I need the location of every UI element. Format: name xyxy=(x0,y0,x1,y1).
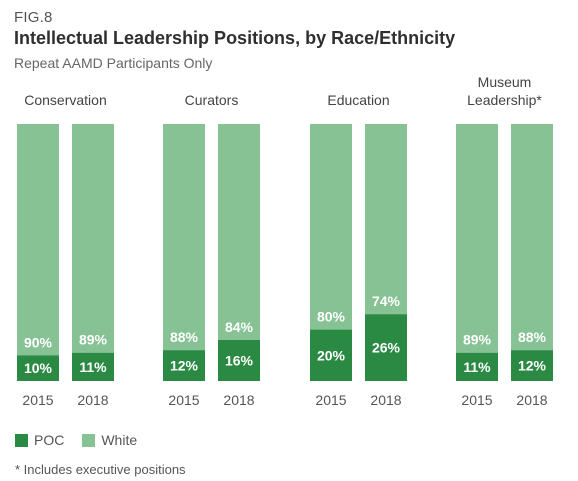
bar-poc-curators-2015 xyxy=(163,350,205,381)
bar-white-museum-leadership-2015 xyxy=(456,124,498,353)
data-label-poc-museum-leadership-2015: 11% xyxy=(463,359,491,375)
data-label-poc-museum-leadership-2018: 12% xyxy=(518,358,547,374)
tick-label-museum-leadership-2015: 2015 xyxy=(461,392,492,408)
tick-label-conservation-2018: 2018 xyxy=(77,392,108,408)
legend-swatch-white xyxy=(82,433,96,447)
bar-poc-education-2015 xyxy=(310,329,352,381)
bar-poc-conservation-2015 xyxy=(17,355,59,381)
chart-subtitle: Repeat AAMD Participants Only xyxy=(14,55,213,71)
bar-white-curators-2015 xyxy=(163,124,205,351)
bar-white-conservation-2018 xyxy=(72,124,114,353)
legend: POC White xyxy=(15,432,155,448)
data-label-white-conservation-2018: 89% xyxy=(79,332,108,348)
data-label-white-curators-2018: 84% xyxy=(225,319,254,335)
bar-poc-education-2018 xyxy=(365,314,407,381)
data-label-white-education-2018: 74% xyxy=(372,293,401,309)
footnote: * Includes executive positions xyxy=(15,462,186,477)
data-label-white-museum-leadership-2018: 88% xyxy=(518,329,547,345)
data-label-poc-conservation-2018: 11% xyxy=(79,359,107,375)
tick-label-curators-2018: 2018 xyxy=(223,392,254,408)
bar-poc-museum-leadership-2015 xyxy=(456,352,498,381)
bar-poc-curators-2018 xyxy=(218,339,260,381)
data-label-white-museum-leadership-2015: 89% xyxy=(463,332,492,348)
chart-title: Intellectual Leadership Positions, by Ra… xyxy=(14,28,456,48)
bar-poc-conservation-2018 xyxy=(72,352,114,381)
data-label-poc-education-2015: 20% xyxy=(317,347,346,363)
tick-label-conservation-2015: 2015 xyxy=(22,392,53,408)
data-label-poc-conservation-2015: 10% xyxy=(24,360,53,376)
legend-swatch-poc xyxy=(15,433,28,447)
data-label-white-education-2015: 80% xyxy=(317,309,346,325)
figure-number: FIG.8 xyxy=(14,9,53,26)
bar-white-museum-leadership-2018 xyxy=(511,124,553,351)
legend-item-white: White xyxy=(82,432,137,448)
tick-label-education-2018: 2018 xyxy=(370,392,401,408)
data-label-poc-curators-2018: 16% xyxy=(225,352,254,368)
data-label-white-curators-2015: 88% xyxy=(170,329,199,345)
legend-label-white: White xyxy=(101,432,138,448)
data-label-white-conservation-2015: 90% xyxy=(24,334,53,350)
data-label-poc-curators-2015: 12% xyxy=(170,358,199,374)
group-label-conservation: Conservation xyxy=(24,92,107,108)
bar-white-education-2015 xyxy=(310,124,352,330)
group-label-museum-leadership-line2: Leadership* xyxy=(467,92,542,108)
bar-white-education-2018 xyxy=(365,124,407,315)
tick-label-curators-2015: 2015 xyxy=(168,392,199,408)
legend-item-poc: POC xyxy=(15,432,64,448)
data-label-poc-education-2018: 26% xyxy=(372,340,401,356)
tick-label-museum-leadership-2018: 2018 xyxy=(516,392,547,408)
legend-label-poc: POC xyxy=(34,432,65,448)
group-label-curators: Curators xyxy=(185,92,239,108)
bar-white-conservation-2015 xyxy=(17,124,59,356)
group-label-museum-leadership-line1: Museum xyxy=(478,74,532,90)
bar-white-curators-2018 xyxy=(218,124,260,340)
tick-label-education-2015: 2015 xyxy=(315,392,346,408)
bar-poc-museum-leadership-2018 xyxy=(511,350,553,381)
group-label-education: Education xyxy=(327,92,389,108)
